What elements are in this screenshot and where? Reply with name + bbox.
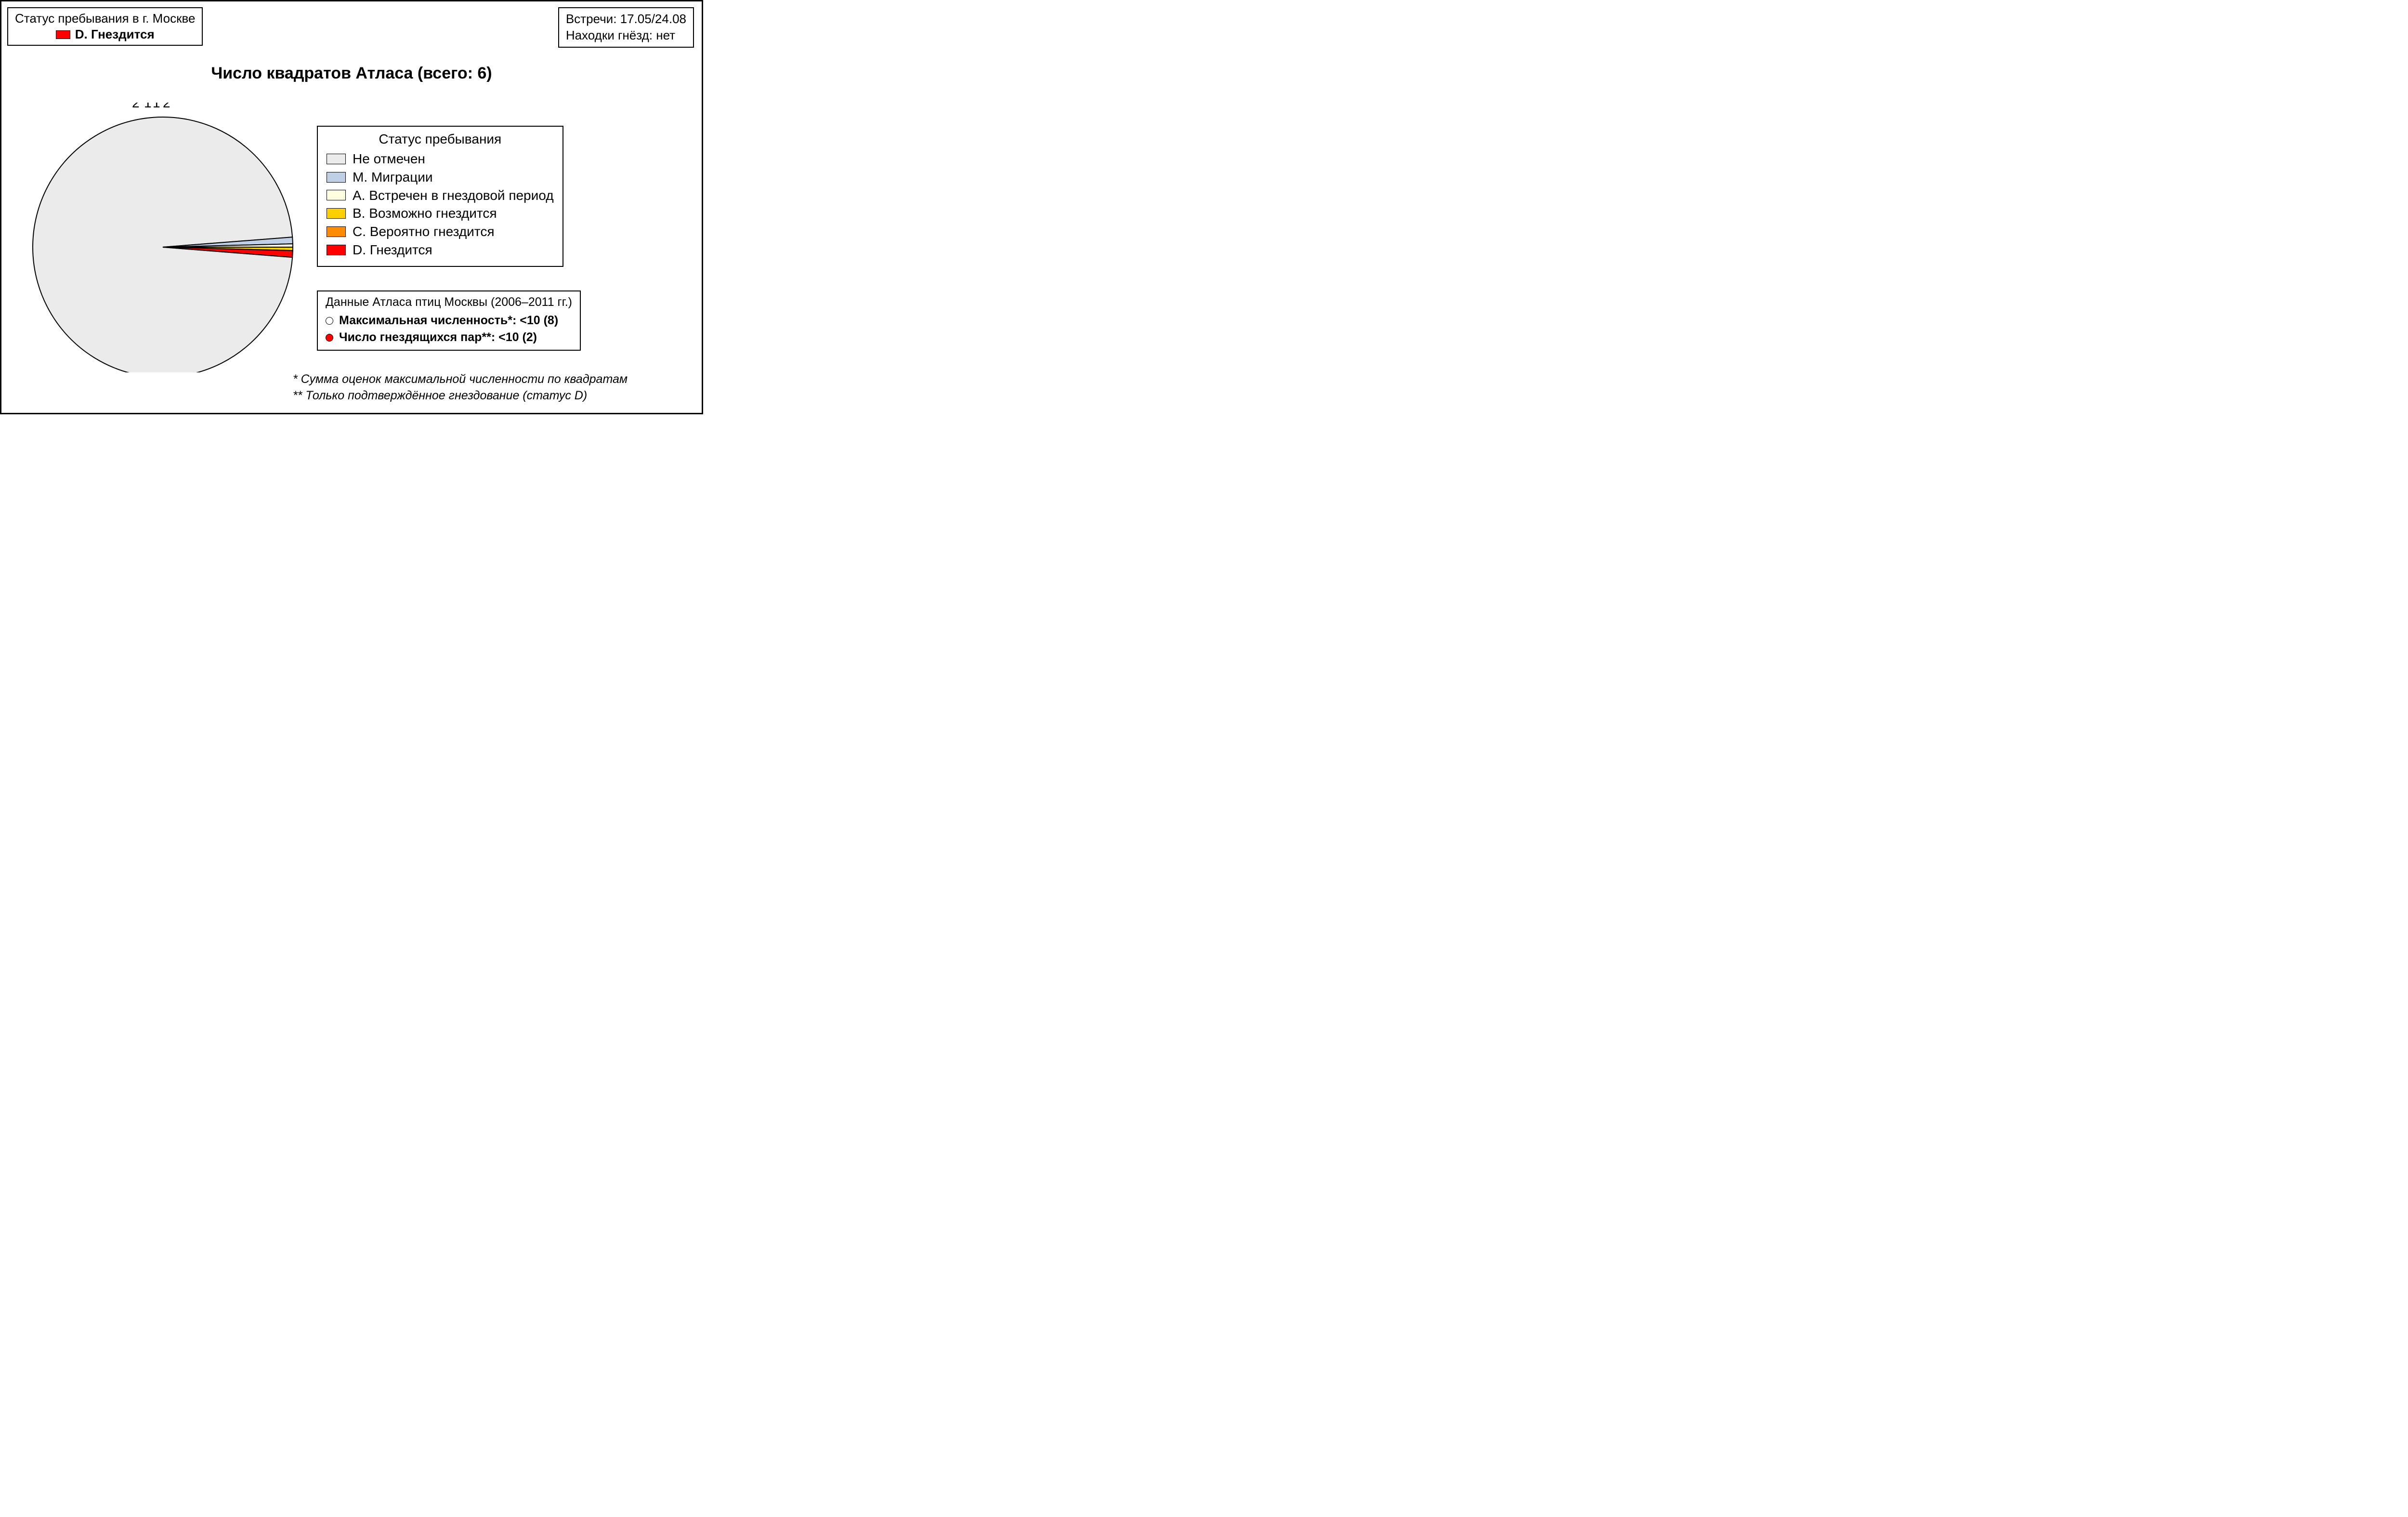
status-box-title: Статус пребывания в г. Москве: [15, 11, 195, 26]
legend-label: Не отмечен: [353, 150, 425, 168]
dates-line1: Встречи: 17.05/24.08: [566, 11, 686, 27]
filled-circle-icon: [326, 334, 333, 342]
dates-box: Встречи: 17.05/24.08 Находки гнёзд: нет: [558, 7, 694, 48]
legend-swatch: [327, 190, 346, 200]
atlas-row2-label: Число гнездящихся пар**: <10 (2): [339, 329, 537, 346]
legend-swatch: [327, 208, 346, 219]
atlas-row1-label: Максимальная численность*: <10 (8): [339, 312, 558, 329]
pie-svg: 2362112: [28, 103, 298, 372]
legend-swatch: [327, 154, 346, 164]
legend-title: Статус пребывания: [327, 132, 554, 147]
legend-item: B. Возможно гнездится: [327, 204, 554, 223]
legend-label: B. Возможно гнездится: [353, 204, 497, 223]
status-box-item: D. Гнездится: [15, 27, 195, 42]
dates-line2: Находки гнёзд: нет: [566, 27, 686, 44]
legend-items: Не отмеченM. МиграцииA. Встречен в гнезд…: [327, 150, 554, 259]
chart-title: Число квадратов Атласа (всего: 6): [1, 64, 702, 83]
legend-label: M. Миграции: [353, 168, 433, 186]
atlas-row-2: Число гнездящихся пар**: <10 (2): [326, 329, 572, 346]
legend-swatch: [327, 172, 346, 183]
pie-chart: 2362112: [28, 103, 298, 372]
legend-item: C. Вероятно гнездится: [327, 223, 554, 241]
chart-frame: Статус пребывания в г. Москве D. Гнездит…: [0, 0, 703, 414]
pie-slice-label: 2: [132, 103, 140, 110]
hollow-circle-icon: [326, 317, 333, 325]
status-box: Статус пребывания в г. Москве D. Гнездит…: [7, 7, 203, 46]
legend-box: Статус пребывания Не отмеченM. МиграцииA…: [317, 126, 563, 267]
atlas-title: Данные Атласа птиц Москвы (2006–2011 гг.…: [326, 295, 572, 309]
pie-slice-label: 1: [144, 103, 152, 110]
footnote-2: ** Только подтверждённое гнездование (ст…: [293, 388, 628, 404]
legend-label: C. Вероятно гнездится: [353, 223, 494, 241]
pie-slice-label: 2: [163, 103, 170, 110]
legend-label: A. Встречен в гнездовой период: [353, 186, 554, 205]
pie-slice-label: 1: [153, 103, 160, 110]
status-box-label: D. Гнездится: [75, 27, 155, 42]
legend-label: D. Гнездится: [353, 241, 432, 259]
footnote-1: * Сумма оценок максимальной численности …: [293, 371, 628, 388]
status-swatch: [56, 30, 70, 39]
legend-swatch: [327, 245, 346, 255]
footnotes: * Сумма оценок максимальной численности …: [293, 371, 628, 404]
atlas-box: Данные Атласа птиц Москвы (2006–2011 гг.…: [317, 290, 581, 351]
legend-item: D. Гнездится: [327, 241, 554, 259]
legend-swatch: [327, 226, 346, 237]
legend-item: A. Встречен в гнездовой период: [327, 186, 554, 205]
legend-item: Не отмечен: [327, 150, 554, 168]
legend-item: M. Миграции: [327, 168, 554, 186]
atlas-row-1: Максимальная численность*: <10 (8): [326, 312, 572, 329]
